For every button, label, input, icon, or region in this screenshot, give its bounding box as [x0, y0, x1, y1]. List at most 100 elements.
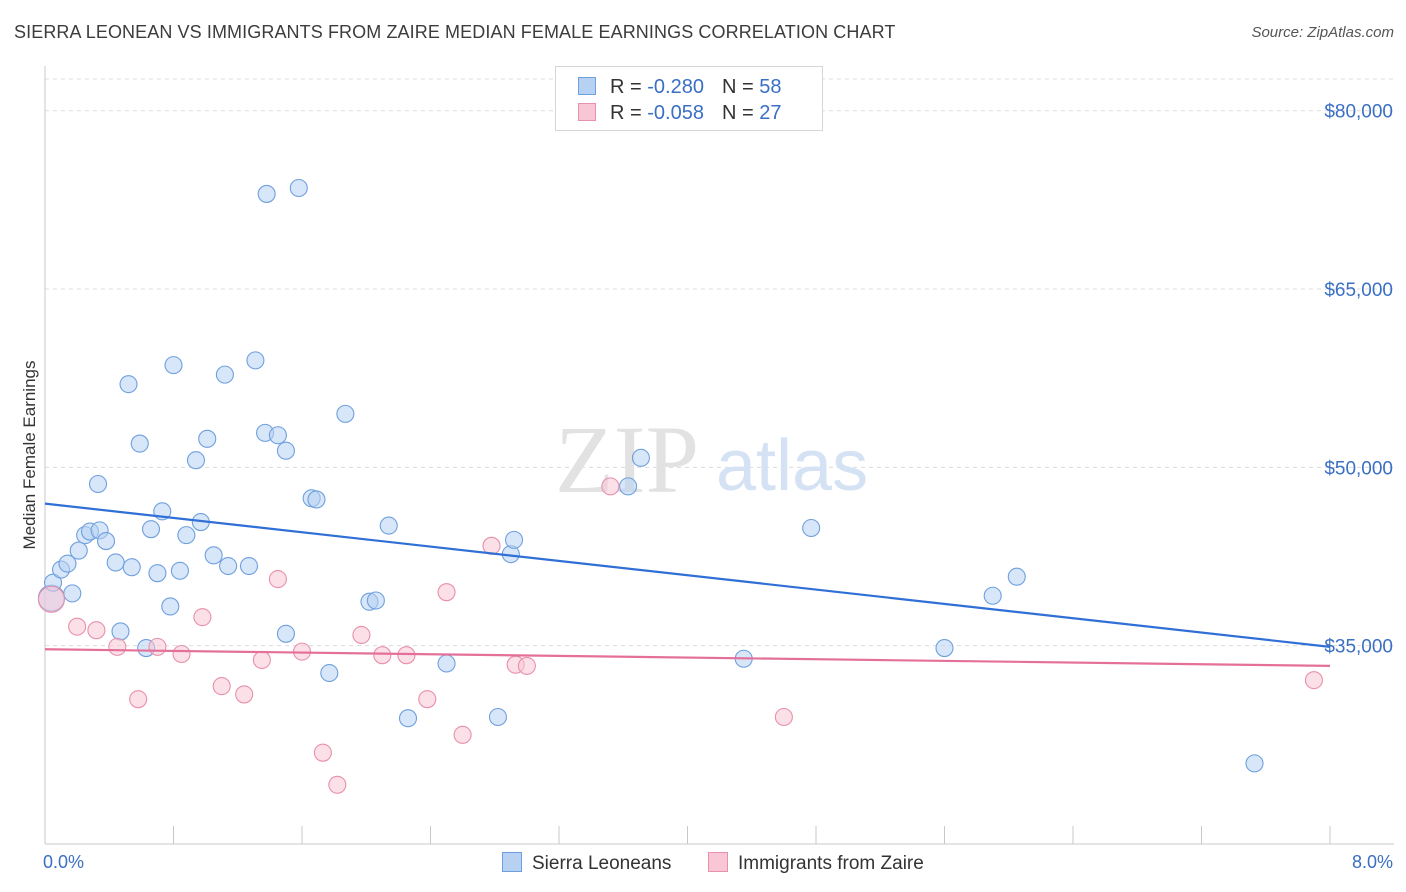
- data-point-sierra-leoneans: [215, 365, 234, 384]
- r-value: -0.280: [647, 76, 704, 98]
- data-point-sierra-leoneans: [130, 434, 149, 453]
- watermark: ZIP atlas: [555, 406, 868, 513]
- data-point-sierra-leoneans: [161, 597, 180, 616]
- series-legend: Sierra Leoneans Immigrants from Zaire: [0, 852, 1406, 878]
- n-value: 27: [759, 102, 782, 124]
- data-point-sierra-leoneans: [379, 516, 398, 535]
- data-point-sierra-leoneans: [246, 351, 265, 370]
- data-point-immigrants-from-zaire: [129, 690, 148, 709]
- data-point-sierra-leoneans: [119, 375, 138, 394]
- series-immigrants-from-zaire: [37, 477, 1323, 794]
- data-point-immigrants-from-zaire: [212, 677, 231, 696]
- data-point-sierra-leoneans: [177, 526, 196, 545]
- data-point-sierra-leoneans: [164, 356, 183, 375]
- data-point-sierra-leoneans: [141, 520, 161, 539]
- data-point-sierra-leoneans: [63, 584, 82, 603]
- data-point-sierra-leoneans: [111, 622, 130, 641]
- trend-lines: [44, 502, 1331, 667]
- trend-line-sierra-leoneans: [44, 502, 1331, 648]
- data-point-immigrants-from-zaire: [172, 644, 191, 664]
- data-point-immigrants-from-zaire: [108, 637, 127, 656]
- n-label: N =: [721, 76, 760, 98]
- data-point-sierra-leoneans: [204, 546, 223, 565]
- watermark-zip: ZIP: [555, 406, 699, 513]
- data-point-immigrants-from-zaire: [268, 570, 287, 589]
- chart-title: SIERRA LEONEAN VS IMMIGRANTS FROM ZAIRE …: [14, 22, 896, 42]
- data-point-sierra-leoneans: [802, 518, 821, 538]
- legend-label: Immigrants from Zaire: [738, 853, 924, 874]
- source-credit: Source: ZipAtlas.com: [1251, 24, 1394, 41]
- data-point-sierra-leoneans: [1007, 567, 1026, 586]
- data-point-sierra-leoneans: [289, 178, 308, 198]
- data-point-sierra-leoneans: [239, 556, 259, 576]
- data-point-immigrants-from-zaire: [235, 685, 254, 704]
- legend-swatch-blue: [578, 77, 596, 95]
- data-point-immigrants-from-zaire: [87, 621, 106, 640]
- n-value: 58: [759, 76, 782, 98]
- data-point-sierra-leoneans: [88, 474, 108, 494]
- data-point-immigrants-from-zaire: [397, 646, 416, 665]
- axes: [44, 66, 1394, 845]
- x-tick-min: 0.0%: [43, 852, 85, 872]
- data-point-sierra-leoneans: [69, 541, 88, 560]
- correlation-legend: R = -0.280 N = 58 R = -0.058 N = 27: [555, 66, 823, 131]
- y-tick-label: $80,000: [1324, 102, 1393, 123]
- data-point-immigrants-from-zaire: [373, 646, 392, 665]
- data-point-sierra-leoneans: [398, 709, 418, 728]
- data-point-immigrants-from-zaire: [517, 656, 536, 675]
- data-point-immigrants-from-zaire: [774, 707, 793, 727]
- data-point-immigrants-from-zaire: [37, 585, 65, 613]
- legend-row-sierra-leoneans: R = -0.280 N = 58: [578, 76, 781, 100]
- data-point-sierra-leoneans: [276, 624, 295, 643]
- data-point-immigrants-from-zaire: [1304, 671, 1323, 690]
- data-point-sierra-leoneans: [122, 558, 141, 577]
- data-point-sierra-leoneans: [631, 448, 650, 467]
- data-point-sierra-leoneans: [96, 532, 116, 551]
- data-point-sierra-leoneans: [148, 564, 167, 583]
- data-point-sierra-leoneans: [983, 586, 1002, 605]
- data-point-immigrants-from-zaire: [453, 725, 472, 744]
- data-point-sierra-leoneans: [504, 530, 524, 549]
- data-point-sierra-leoneans: [106, 553, 125, 572]
- data-point-sierra-leoneans: [186, 451, 206, 470]
- legend-item-sierra-leoneans: Sierra Leoneans: [502, 852, 671, 875]
- legend-item-immigrants-from-zaire: Immigrants from Zaire: [708, 852, 924, 875]
- watermark-atlas: atlas: [716, 426, 868, 506]
- y-tick-label: $50,000: [1324, 458, 1393, 479]
- x-tick-max: 8.0%: [1351, 852, 1393, 872]
- data-point-sierra-leoneans: [320, 663, 339, 683]
- data-point-sierra-leoneans: [935, 639, 954, 658]
- data-point-sierra-leoneans: [170, 561, 189, 580]
- r-label: R =: [610, 102, 648, 124]
- data-point-immigrants-from-zaire: [68, 617, 87, 636]
- data-point-immigrants-from-zaire: [148, 637, 167, 656]
- y-tick-labels: $80,000 $65,000 $50,000 $35,000: [1324, 102, 1393, 658]
- r-label: R =: [610, 76, 648, 98]
- data-point-sierra-leoneans: [219, 556, 238, 576]
- y-tick-label: $35,000: [1324, 637, 1393, 658]
- data-point-immigrants-from-zaire: [252, 650, 271, 669]
- data-point-sierra-leoneans: [268, 426, 287, 445]
- legend-swatch-pink: [578, 103, 596, 121]
- data-point-sierra-leoneans: [488, 707, 508, 727]
- data-point-sierra-leoneans: [198, 429, 217, 448]
- n-label: N =: [721, 102, 760, 124]
- data-point-immigrants-from-zaire: [437, 583, 456, 602]
- legend-label: Sierra Leoneans: [532, 853, 672, 874]
- data-point-sierra-leoneans: [1245, 754, 1264, 773]
- data-point-sierra-leoneans: [336, 404, 355, 423]
- data-point-immigrants-from-zaire: [313, 743, 332, 762]
- data-point-sierra-leoneans: [58, 554, 77, 573]
- data-point-sierra-leoneans: [257, 184, 276, 203]
- legend-swatch-blue: [502, 852, 522, 872]
- r-value: -0.058: [647, 102, 704, 124]
- data-point-immigrants-from-zaire: [601, 477, 620, 496]
- legend-swatch-pink: [708, 852, 728, 872]
- y-tick-label: $65,000: [1324, 280, 1393, 301]
- trend-line-immigrants-from-zaire: [44, 648, 1331, 667]
- data-point-sierra-leoneans: [307, 490, 326, 509]
- data-point-immigrants-from-zaire: [352, 625, 371, 645]
- data-point-sierra-leoneans: [437, 654, 456, 673]
- legend-row-immigrants-from-zaire: R = -0.058 N = 27: [578, 102, 781, 126]
